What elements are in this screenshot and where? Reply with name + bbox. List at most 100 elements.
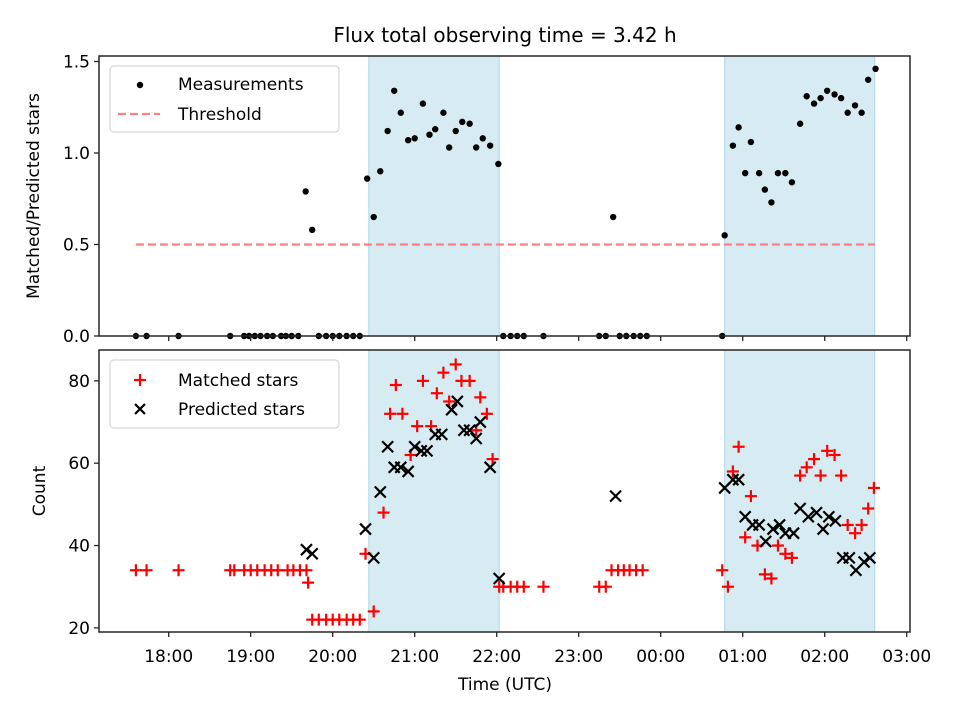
predicted-star-point — [469, 432, 483, 445]
matched-star-point — [835, 469, 848, 482]
x-stroke-b — [802, 510, 815, 524]
predicted-star-point — [408, 440, 421, 454]
measurement-point — [419, 100, 427, 107]
ratio-legend-box — [109, 65, 340, 133]
matched-star-point — [411, 420, 424, 433]
predicted-star-point — [609, 489, 622, 503]
x-stroke-b — [822, 510, 836, 524]
predicted-star-point — [822, 510, 836, 524]
x-stroke-b — [435, 428, 449, 441]
x-tick-label: 01:00 — [718, 647, 767, 667]
top-shaded-spans — [368, 55, 876, 337]
counts-x-ticks: 18:00 19:00 20:00 21:00 22:00 23:00 00:00 01:00… — [144, 632, 931, 667]
predicted-star-point — [802, 510, 815, 524]
x-tick-label: 20:00 — [308, 647, 357, 667]
x-stroke-b — [367, 551, 380, 565]
ratio-legend: Measurements Threshold — [109, 65, 340, 133]
x-stroke-b — [381, 440, 394, 454]
legend-label-threshold: Threshold — [177, 105, 262, 125]
predicted-star-point — [766, 522, 780, 536]
y-tick-label: 0.5 — [63, 235, 90, 255]
x-stroke-b — [726, 473, 740, 486]
predicted-star-point — [381, 440, 394, 454]
matched-star-point — [367, 605, 380, 618]
matched-star-point — [771, 539, 784, 552]
predicted-star-point — [445, 403, 458, 416]
predicted-star-point — [829, 514, 842, 528]
matched-star-point — [463, 374, 476, 387]
predicted-star-point — [367, 551, 380, 565]
x-stroke-b — [469, 432, 483, 445]
x-tick-label: 03:00 — [882, 647, 931, 667]
predicted-star-point — [726, 473, 740, 486]
measurement-point — [384, 127, 391, 135]
measurement-point — [495, 160, 502, 168]
y-tick-label: 1.0 — [63, 144, 90, 164]
x-stroke-b — [305, 547, 319, 561]
ratio-panel: 0.0 0.5 1.0 1.5 Matched/Predicted stars Mea… — [24, 52, 911, 347]
x-stroke-b — [857, 555, 871, 569]
ratio-x-ticks — [168, 336, 908, 341]
predicted-star-point — [359, 522, 372, 536]
y-tick-label: 40 — [68, 537, 90, 557]
matched-star-point — [430, 387, 443, 400]
counts-y-ticks: 20 40 60 80 — [68, 372, 99, 639]
predicted-star-point — [401, 465, 415, 478]
measurement-point — [817, 94, 824, 102]
matched-star-point — [517, 580, 530, 593]
x-stroke-b — [451, 395, 464, 408]
measurement-point — [309, 226, 316, 234]
x-stroke-b — [863, 551, 877, 565]
matched-star-point — [389, 378, 402, 391]
matched-star-point — [779, 547, 792, 560]
x-stroke-b — [843, 551, 856, 565]
measurement-point — [370, 213, 377, 221]
predicted-legend-marker — [134, 403, 146, 415]
matched-star-point — [758, 568, 771, 581]
matched-star-point — [744, 490, 757, 503]
predicted-star-point — [414, 444, 428, 458]
measurement-point — [466, 120, 473, 127]
measurement-point — [741, 169, 749, 177]
x-stroke-b — [829, 514, 842, 528]
x-stroke-b — [420, 444, 434, 458]
predicted-star-point — [394, 461, 408, 474]
x-stroke-b — [773, 518, 786, 532]
measurement-point — [479, 135, 486, 142]
shaded-span — [724, 349, 876, 633]
x-stroke-b — [492, 572, 506, 585]
matched-star-point — [302, 576, 315, 589]
measurement-point — [768, 199, 775, 206]
matched-star-point — [716, 564, 729, 577]
matched-star-point — [821, 444, 834, 457]
x-stroke-b — [457, 423, 471, 437]
matched-star-point — [449, 358, 462, 371]
x-axis-label: Time (UTC) — [457, 675, 552, 695]
measurement-point — [851, 102, 859, 109]
matched-star-point — [353, 613, 366, 626]
measurement-point — [397, 109, 404, 116]
y-tick-label: 1.5 — [63, 52, 90, 72]
x-stroke-b — [359, 522, 372, 536]
predicted-star-point — [857, 555, 871, 569]
matched-star-point — [800, 461, 813, 474]
x-stroke-b — [793, 502, 807, 515]
measurement-point — [755, 169, 763, 177]
x-tick-label: 00:00 — [636, 647, 685, 667]
predicted-star-point — [816, 522, 830, 536]
measurement-point — [872, 65, 879, 73]
predicted-star-point — [474, 415, 487, 429]
predicted-star-point — [773, 518, 786, 532]
matched-star-point — [855, 518, 868, 531]
matched-star-point — [765, 572, 778, 585]
counts-legend-box — [109, 359, 340, 429]
x-tick-label: 21:00 — [390, 647, 439, 667]
matched-star-point — [785, 551, 798, 564]
measurement-point — [803, 93, 810, 100]
measurement-point — [823, 87, 831, 94]
x-stroke-b — [766, 522, 780, 536]
predicted-star-points — [300, 395, 877, 585]
x-tick-label: 23:00 — [554, 647, 603, 667]
predicted-star-point — [759, 535, 772, 548]
measurement-point — [302, 188, 309, 195]
